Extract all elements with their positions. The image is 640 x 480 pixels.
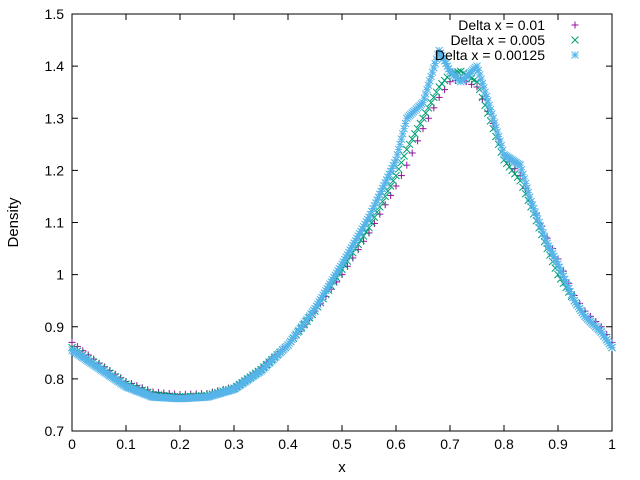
y-tick-label: 0.7 [45,423,65,439]
y-tick-label: 1 [56,267,64,283]
data-point [370,220,378,228]
x-tick-label: 0.9 [548,436,568,452]
data-point [421,109,430,117]
data-point [396,140,404,149]
data-point [516,161,525,170]
data-point [414,137,422,145]
x-tick-label: 0.4 [278,436,298,452]
data-point [519,170,527,179]
data-point [413,124,422,133]
data-point [508,166,516,175]
data-point [425,77,434,85]
data-point [419,114,427,123]
data-point [432,88,441,97]
x-tick-label: 0.6 [386,436,406,452]
data-point [493,128,502,136]
legend-label: Delta x = 0.00125 [435,47,545,63]
y-tick-label: 1.4 [45,58,65,74]
data-point [416,119,425,128]
x-tick-label: 0.1 [116,436,136,452]
data-point [533,215,542,223]
data-point [552,257,561,266]
data-point [496,137,504,145]
data-point [517,165,526,174]
x-tick-label: 0.2 [170,436,190,452]
data-point [528,201,537,209]
data-point [485,101,494,110]
data-point [397,172,405,180]
chart-axes: 0 0.1 0.2 0.3 0.4 0.5 0.6 0.7 0.8 0.9 1 0.7 0.8 0.9 1 1… [45,6,617,452]
x-tick-label: 0.7 [440,436,460,452]
x-tick-label: 0.8 [494,436,514,452]
data-point [392,171,400,180]
chart-marks [68,46,616,403]
data-point [405,140,414,149]
y-axis-label: Density [5,197,22,248]
data-point [400,152,408,160]
data-point [489,114,498,123]
data-point [394,145,403,154]
y-tick-label: 1.3 [45,110,65,126]
series-1 [68,67,616,401]
legend-marker [571,36,579,44]
y-tick-label: 0.8 [45,371,65,387]
legend-label: Delta x = 0.005 [450,32,545,48]
data-point [608,343,616,352]
data-point [540,232,549,241]
data-point [398,130,407,138]
data-point [510,169,519,178]
data-point [68,338,76,346]
data-point [428,68,437,77]
plot-frame [71,13,613,432]
x-tick-label: 1 [608,436,616,452]
data-point [492,123,500,132]
data-point [392,156,400,164]
data-point [474,66,483,75]
data-point [513,173,522,182]
y-tick-label: 0.9 [45,319,65,335]
data-point [419,98,427,107]
data-point [423,85,431,94]
data-point [520,174,529,183]
legend-marker [571,21,579,29]
data-point [408,135,417,143]
x-axis-label: x [338,459,346,476]
data-point [386,182,395,190]
data-point [400,124,408,133]
data-point [523,184,531,192]
data-point [385,170,394,179]
y-tick-label: 1.5 [45,6,65,22]
data-point [429,93,438,102]
data-point [490,118,499,127]
x-tick-label: 0.5 [332,436,352,452]
x-tick-label: 0.3 [224,436,244,452]
data-point [387,191,395,199]
data-point [397,135,406,143]
data-point [401,119,410,128]
legend-marker [571,51,579,59]
data-point [411,130,419,138]
series-2 [68,46,616,403]
data-point [402,145,411,154]
data-point [473,62,481,70]
data-point [525,193,534,201]
y-tick-label: 1.2 [45,162,65,178]
data-point [494,132,503,141]
data-point [521,179,530,188]
data-point [394,165,403,173]
data-point [497,141,506,150]
y-tick-label: 1.1 [45,215,65,231]
data-point [420,94,429,103]
data-point [393,150,402,159]
data-point [427,98,435,107]
data-point [524,188,533,197]
data-point [429,64,438,72]
x-tick-label: 0 [68,436,76,452]
legend-label: Delta x = 0.01 [458,17,545,33]
data-point [479,83,488,92]
series-0 [68,75,616,399]
data-point [389,176,398,185]
